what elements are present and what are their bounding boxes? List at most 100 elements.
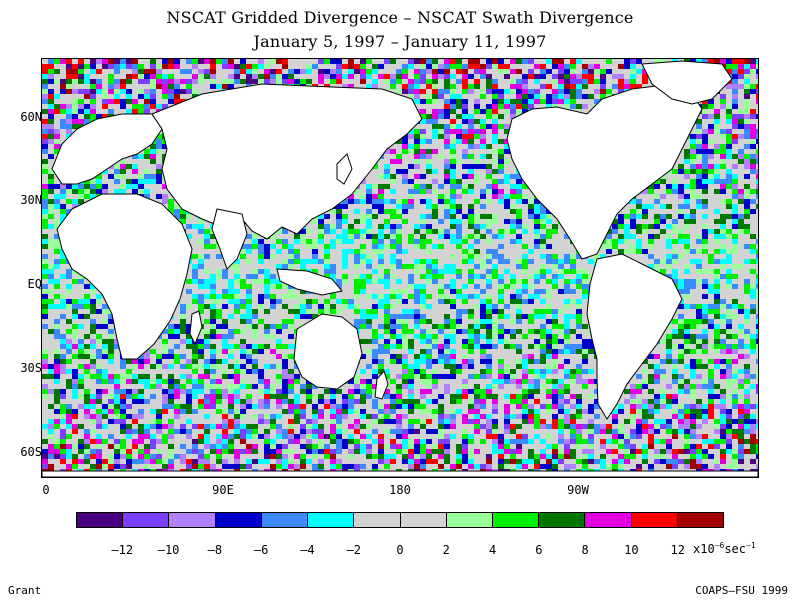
divergence-cell — [564, 89, 570, 94]
divergence-cell — [150, 149, 156, 154]
divergence-cell — [438, 189, 444, 194]
divergence-cell — [264, 264, 270, 269]
divergence-cell — [180, 209, 186, 214]
divergence-cell — [630, 199, 636, 204]
divergence-cell — [684, 149, 690, 154]
divergence-cell — [480, 214, 486, 219]
divergence-cell — [432, 234, 438, 239]
divergence-cell — [474, 244, 480, 249]
divergence-cell — [720, 214, 726, 219]
divergence-cell — [42, 244, 48, 249]
divergence-cell — [732, 259, 738, 264]
divergence-cell — [408, 89, 414, 94]
divergence-cell — [432, 189, 438, 194]
divergence-cell — [66, 199, 72, 204]
divergence-cell — [714, 159, 720, 164]
divergence-cell — [420, 139, 426, 144]
divergence-cell — [678, 234, 684, 239]
divergence-cell — [78, 184, 84, 189]
divergence-cell — [162, 64, 168, 69]
divergence-cell — [528, 204, 534, 209]
divergence-cell — [378, 209, 384, 214]
divergence-cell — [408, 209, 414, 214]
divergence-cell — [276, 244, 282, 249]
divergence-cell — [132, 104, 138, 109]
divergence-cell — [48, 224, 54, 229]
divergence-cell — [522, 184, 528, 189]
divergence-cell — [444, 69, 450, 74]
divergence-cell — [258, 259, 264, 264]
divergence-cell — [102, 59, 108, 64]
divergence-cell — [150, 104, 156, 109]
divergence-cell — [378, 84, 384, 89]
divergence-cell — [342, 84, 348, 89]
divergence-cell — [486, 244, 492, 249]
divergence-cell — [402, 259, 408, 264]
divergence-cell — [402, 144, 408, 149]
divergence-cell — [48, 124, 54, 129]
divergence-cell — [432, 129, 438, 134]
divergence-cell — [324, 249, 330, 254]
divergence-cell — [720, 244, 726, 249]
divergence-cell — [384, 204, 390, 209]
divergence-cell — [360, 219, 366, 224]
divergence-cell — [414, 94, 420, 99]
divergence-cell — [414, 249, 420, 254]
divergence-cell — [360, 204, 366, 209]
divergence-cell — [408, 254, 414, 259]
divergence-cell — [294, 249, 300, 254]
divergence-cell — [474, 164, 480, 169]
divergence-cell — [54, 189, 60, 194]
divergence-cell — [504, 199, 510, 204]
divergence-cell — [606, 59, 612, 64]
divergence-cell — [714, 109, 720, 114]
divergence-cell — [96, 174, 102, 179]
divergence-cell — [420, 194, 426, 199]
divergence-cell — [648, 209, 654, 214]
divergence-cell — [522, 69, 528, 74]
divergence-cell — [198, 84, 204, 89]
divergence-cell — [468, 209, 474, 214]
divergence-cell — [354, 224, 360, 229]
divergence-cell — [726, 194, 732, 199]
divergence-cell — [84, 119, 90, 124]
divergence-cell — [84, 59, 90, 64]
divergence-cell — [408, 184, 414, 189]
divergence-cell — [732, 59, 738, 64]
divergence-cell — [66, 204, 72, 209]
divergence-cell — [720, 149, 726, 154]
divergence-cell — [516, 64, 522, 69]
divergence-cell — [84, 179, 90, 184]
divergence-cell — [504, 109, 510, 114]
divergence-cell — [702, 234, 708, 239]
divergence-cell — [90, 94, 96, 99]
divergence-cell — [648, 254, 654, 259]
divergence-cell — [60, 214, 66, 219]
divergence-cell — [738, 204, 744, 209]
divergence-cell — [288, 254, 294, 259]
divergence-cell — [438, 164, 444, 169]
divergence-cell — [276, 64, 282, 69]
divergence-cell — [138, 89, 144, 94]
divergence-cell — [462, 119, 468, 124]
divergence-cell — [618, 219, 624, 224]
divergence-cell — [96, 79, 102, 84]
divergence-cell — [372, 254, 378, 259]
divergence-cell — [684, 224, 690, 229]
divergence-cell — [642, 254, 648, 259]
divergence-cell — [228, 69, 234, 74]
divergence-cell — [432, 164, 438, 169]
divergence-cell — [294, 69, 300, 74]
divergence-cell — [288, 79, 294, 84]
divergence-cell — [390, 224, 396, 229]
divergence-cell — [420, 184, 426, 189]
divergence-cell — [486, 239, 492, 244]
divergence-cell — [342, 219, 348, 224]
divergence-cell — [726, 69, 732, 74]
divergence-cell — [528, 244, 534, 249]
divergence-cell — [342, 74, 348, 79]
divergence-cell — [558, 104, 564, 109]
divergence-cell — [420, 149, 426, 154]
divergence-cell — [180, 69, 186, 74]
divergence-cell — [594, 79, 600, 84]
